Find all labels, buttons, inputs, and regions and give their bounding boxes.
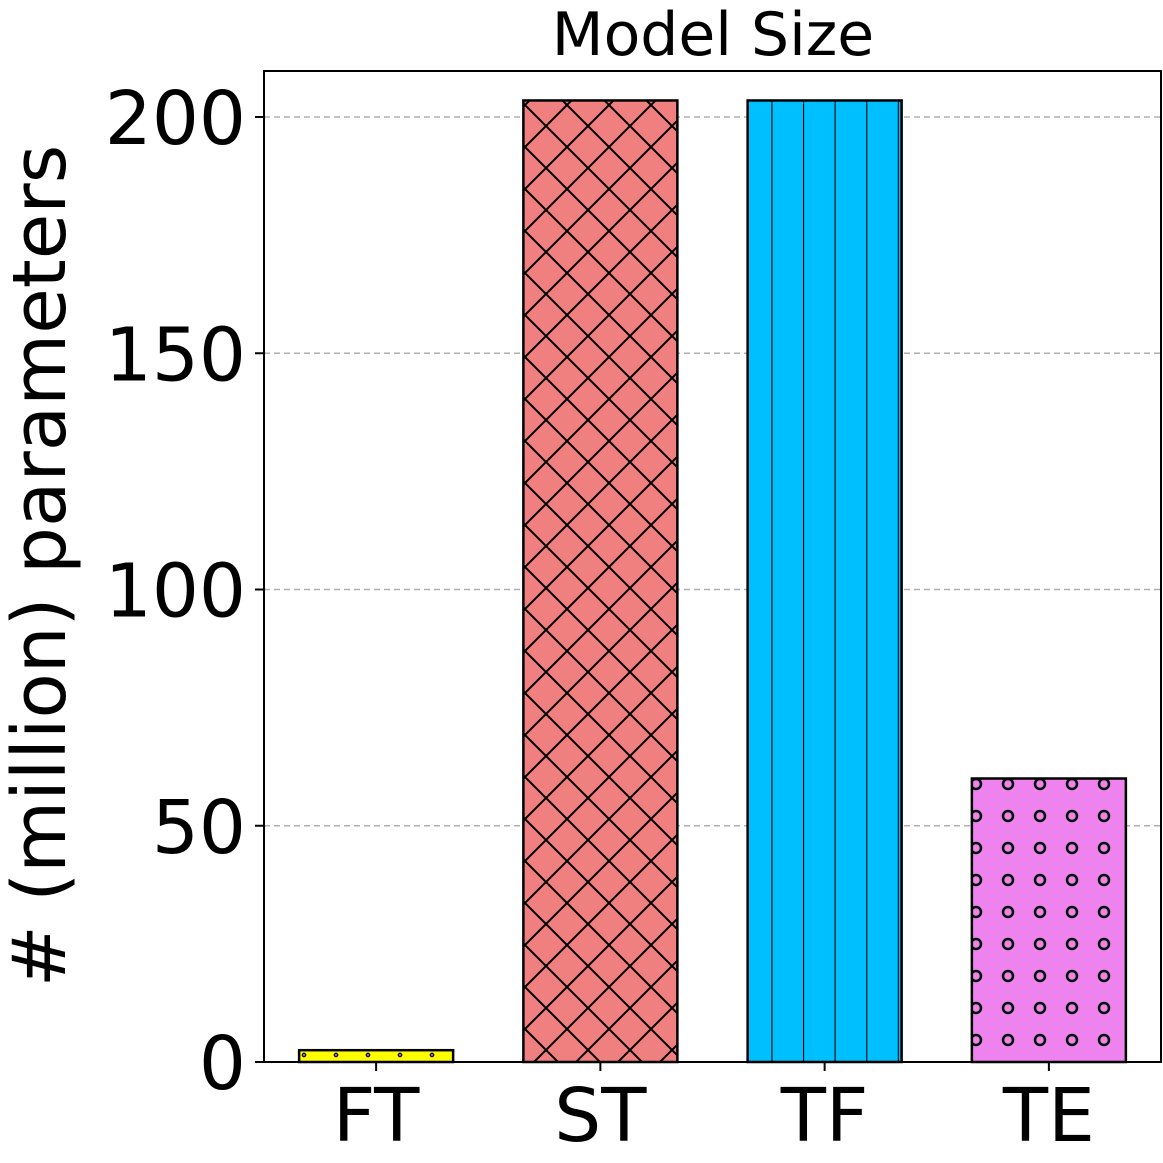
bars xyxy=(297,99,1128,1064)
bar-tf xyxy=(746,99,903,1064)
bar-ft xyxy=(297,1048,455,1064)
bar-te xyxy=(970,777,1128,1064)
x-tick-label-ft: FT xyxy=(333,1073,420,1159)
y-axis-label: # (million) parameters xyxy=(0,145,83,988)
chart-title: Model Size xyxy=(552,0,874,70)
x-tick-label-tf: TF xyxy=(780,1073,869,1159)
y-tick-label: 0 xyxy=(199,1021,246,1107)
plot-area-frame xyxy=(263,70,1162,1063)
x-tick-label-st: ST xyxy=(554,1073,647,1159)
x-tick-label-te: TE xyxy=(1002,1073,1095,1159)
y-axis-ticks: 0 50 100 150 200 xyxy=(105,76,264,1107)
y-tick-label: 50 xyxy=(152,785,246,871)
y-tick-label: 150 xyxy=(105,312,246,398)
y-tick-label: 100 xyxy=(105,549,246,635)
x-axis-ticks: FT ST TF TE xyxy=(333,1062,1095,1159)
grid-lines xyxy=(264,116,1161,827)
bar-st xyxy=(522,99,679,1064)
y-tick-label: 200 xyxy=(105,76,246,162)
